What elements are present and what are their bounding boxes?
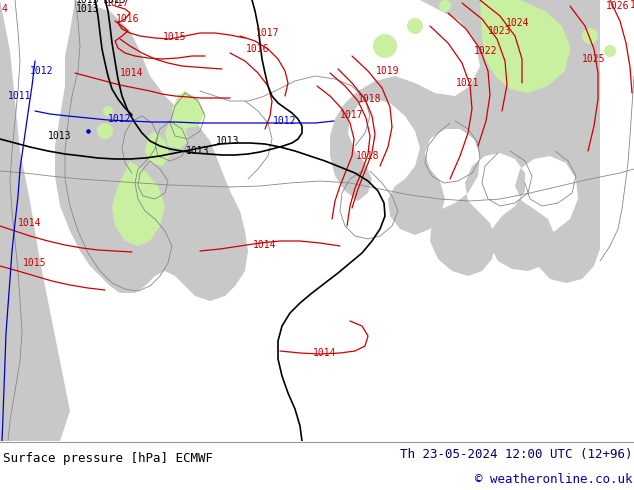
Text: 1024: 1024 <box>507 18 530 28</box>
Text: 1014: 1014 <box>253 240 277 250</box>
Text: 1013: 1013 <box>103 0 127 5</box>
Text: 1012: 1012 <box>30 66 54 76</box>
Polygon shape <box>112 161 165 246</box>
Text: Surface pressure [hPa] ECMWF: Surface pressure [hPa] ECMWF <box>3 452 213 465</box>
Text: 1012: 1012 <box>108 114 132 124</box>
Text: © weatheronline.co.uk: © weatheronline.co.uk <box>476 473 633 486</box>
Polygon shape <box>330 0 600 283</box>
Text: 4: 4 <box>2 4 8 14</box>
Text: 1013: 1013 <box>186 146 210 156</box>
Polygon shape <box>55 0 248 301</box>
Text: 1015: 1015 <box>23 258 47 268</box>
Text: 1017: 1017 <box>340 110 364 120</box>
Polygon shape <box>480 0 570 93</box>
Text: 1025: 1025 <box>582 54 605 64</box>
Text: 1021: 1021 <box>456 78 480 88</box>
Text: 1013: 1013 <box>76 4 100 14</box>
Text: 1023: 1023 <box>488 26 512 36</box>
Text: 1013: 1013 <box>48 131 72 141</box>
Text: 1022: 1022 <box>474 46 498 56</box>
Polygon shape <box>165 116 188 149</box>
Text: 1011: 1011 <box>8 91 32 101</box>
Circle shape <box>97 123 113 139</box>
Text: 1013: 1013 <box>216 136 240 146</box>
Circle shape <box>373 34 397 58</box>
Polygon shape <box>172 91 205 129</box>
Text: 1016: 1016 <box>116 14 139 24</box>
Circle shape <box>439 0 451 12</box>
Text: 1017: 1017 <box>107 0 130 8</box>
Circle shape <box>604 45 616 57</box>
Text: 1013: 1013 <box>76 0 100 5</box>
Text: 1014: 1014 <box>120 68 144 78</box>
Text: 1017: 1017 <box>256 28 280 38</box>
Text: 1018: 1018 <box>358 94 382 104</box>
Circle shape <box>582 28 598 44</box>
Polygon shape <box>145 131 170 166</box>
Text: 1015: 1015 <box>163 32 187 42</box>
Circle shape <box>103 106 113 116</box>
Text: 10: 10 <box>630 0 634 10</box>
Polygon shape <box>0 0 70 441</box>
Text: 1014: 1014 <box>18 218 42 228</box>
Text: 1016: 1016 <box>246 44 269 54</box>
Text: Th 23-05-2024 12:00 UTC (12+96): Th 23-05-2024 12:00 UTC (12+96) <box>400 448 633 461</box>
Circle shape <box>407 18 423 34</box>
Circle shape <box>550 41 570 61</box>
Text: 1026: 1026 <box>606 1 630 11</box>
Text: 1019: 1019 <box>376 66 400 76</box>
Text: 1012: 1012 <box>273 116 297 126</box>
Text: 1014: 1014 <box>313 348 337 358</box>
Text: 1018: 1018 <box>356 151 380 161</box>
